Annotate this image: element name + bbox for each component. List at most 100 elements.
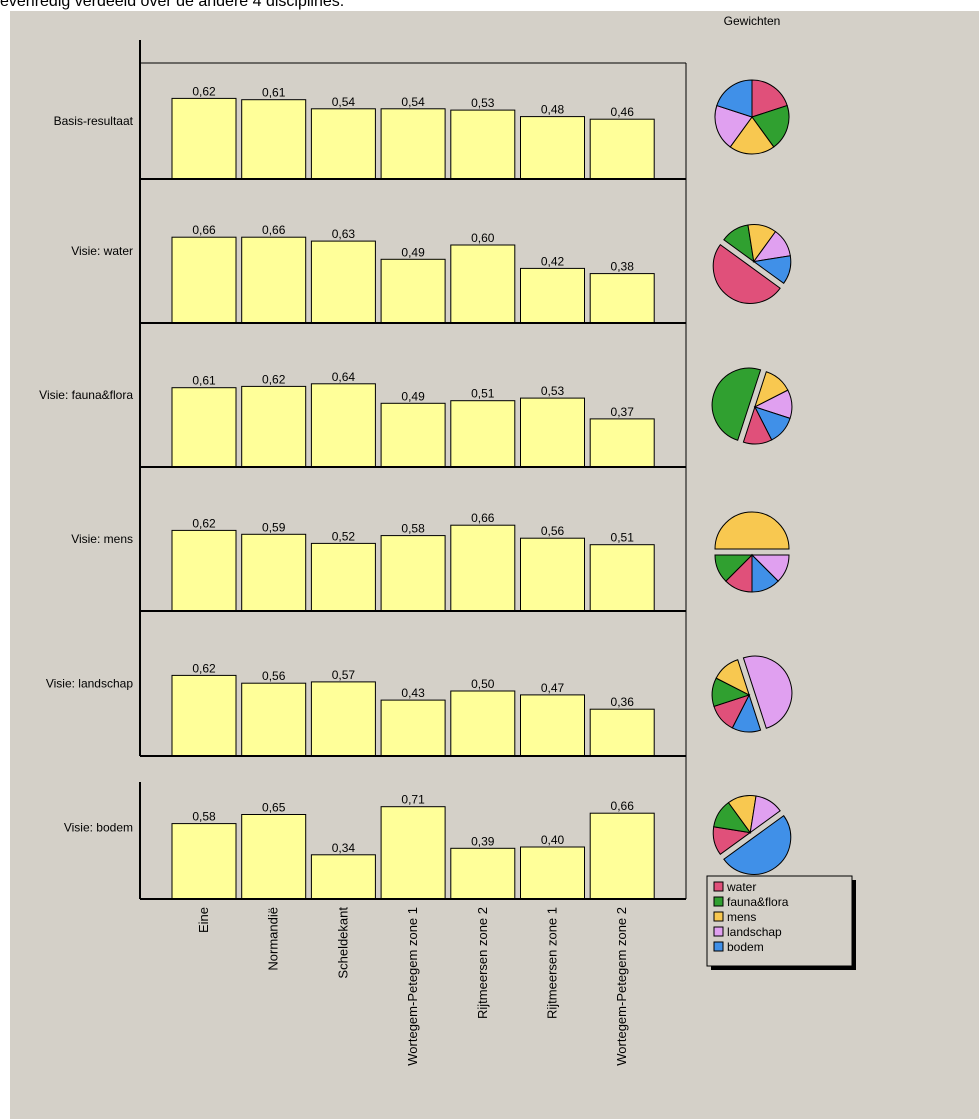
- pie-slice-landschap: [742, 655, 793, 729]
- weights-pie-4: [711, 655, 793, 733]
- data-label: 0,56: [541, 524, 565, 538]
- bar: [520, 846, 585, 900]
- panel-label: Visie: landschap: [46, 677, 133, 691]
- data-label: 0,63: [332, 227, 356, 241]
- bar: [241, 533, 307, 612]
- data-label: 0,58: [192, 810, 216, 824]
- pie-slice-fauna-flora: [711, 367, 762, 441]
- pie-slice-landschap: [714, 104, 753, 148]
- bar: [310, 854, 376, 900]
- panel-5: Visie: bodem 0,58 0,65 0,34 0,71 0,39 0,40 0,66: [64, 793, 686, 900]
- category-label: Rijtmeersen zone 1: [545, 907, 560, 1019]
- bar: [520, 267, 585, 324]
- bar: [589, 418, 655, 468]
- bar: [380, 806, 446, 900]
- data-label: 0,53: [541, 384, 565, 398]
- panel-4: Visie: landschap 0,62 0,56 0,57 0,43 0,50 0,47…: [46, 661, 686, 757]
- data-label: 0,36: [611, 695, 635, 709]
- bar: [241, 814, 307, 900]
- pie-slice-mens: [714, 511, 790, 550]
- weights-pie-2: [711, 367, 793, 445]
- bar: [310, 542, 376, 612]
- weights-pie-0: [714, 79, 790, 155]
- data-label: 0,62: [262, 372, 286, 386]
- data-label: 0,59: [262, 520, 286, 534]
- legend-swatch: [713, 881, 724, 892]
- bar: [310, 681, 376, 757]
- pie-slice-water: [742, 405, 773, 445]
- bar: [310, 108, 376, 180]
- data-label: 0,34: [332, 841, 356, 855]
- category-label: Wortegem-Petegem zone 2: [614, 907, 629, 1066]
- legend-box: [706, 875, 853, 967]
- panel-1: Visie: water 0,66 0,66 0,63 0,49 0,60 0,42 0,38: [71, 223, 686, 324]
- data-label: 0,46: [611, 105, 635, 119]
- pie-slice-mens: [715, 659, 750, 696]
- bar: [171, 674, 237, 757]
- bar: [450, 690, 516, 757]
- data-label: 0,42: [541, 254, 565, 268]
- data-label: 0,61: [192, 374, 216, 388]
- bar: [171, 529, 237, 612]
- bar: [171, 97, 237, 180]
- bar: [241, 99, 307, 180]
- bar: [380, 402, 446, 468]
- bar: [450, 109, 516, 180]
- data-label: 0,66: [262, 223, 286, 237]
- bar: [589, 273, 655, 324]
- category-label: Wortegem-Petegem zone 1: [405, 907, 420, 1066]
- panel-label: Visie: water: [71, 244, 133, 258]
- legend-entry: mens: [727, 910, 756, 924]
- category-label: Rijtmeersen zone 2: [475, 907, 490, 1019]
- bar: [380, 258, 446, 324]
- panel-label: Visie: bodem: [64, 821, 133, 835]
- data-label: 0,62: [192, 84, 216, 98]
- data-label: 0,54: [401, 95, 425, 109]
- bar: [380, 535, 446, 612]
- bar: [450, 244, 516, 324]
- data-label: 0,71: [401, 793, 425, 807]
- data-label: 0,52: [332, 529, 356, 543]
- legend-swatch: [713, 926, 724, 937]
- data-label: 0,57: [332, 668, 356, 682]
- data-label: 0,65: [262, 801, 286, 815]
- bar: [589, 708, 655, 757]
- data-label: 0,51: [611, 531, 635, 545]
- bar: [171, 387, 237, 468]
- data-label: 0,47: [541, 681, 565, 695]
- bar: [520, 694, 585, 757]
- panel-3: Visie: mens 0,62 0,59 0,52 0,58 0,66 0,56 0,51: [71, 511, 686, 612]
- category-label: Scheldekant: [335, 907, 350, 979]
- data-label: 0,43: [401, 686, 425, 700]
- data-label: 0,61: [262, 86, 286, 100]
- data-label: 0,49: [401, 245, 425, 259]
- legend-entry: bodem: [727, 940, 764, 954]
- weights-pie-1: [712, 224, 792, 304]
- pie-slice-water: [751, 79, 788, 118]
- data-label: 0,38: [611, 260, 635, 274]
- legend-swatch: [713, 911, 724, 922]
- data-label: 0,37: [611, 405, 635, 419]
- legend-entry: fauna&flora: [727, 895, 789, 909]
- data-label: 0,54: [332, 95, 356, 109]
- pie-slice-bodem: [716, 79, 753, 118]
- pie-slice-fauna-flora: [714, 554, 754, 582]
- data-label: 0,58: [401, 522, 425, 536]
- caption-text: evenredig verdeeld over de andere 4 disc…: [0, 0, 345, 10]
- legend-entry: water: [726, 880, 756, 894]
- bar: [241, 682, 307, 757]
- panel-label: Visie: fauna&flora: [39, 388, 133, 402]
- data-label: 0,66: [192, 223, 216, 237]
- pie-slice-bodem: [752, 255, 792, 285]
- pie-slice-bodem: [723, 814, 792, 875]
- data-label: 0,64: [332, 370, 356, 384]
- data-label: 0,60: [471, 231, 495, 245]
- pie-slice-water: [712, 243, 781, 304]
- data-label: 0,40: [541, 833, 565, 847]
- bar: [589, 544, 655, 612]
- pie-slice-mens: [729, 116, 775, 155]
- legend-entry: landschap: [727, 925, 782, 939]
- panel-2: Visie: fauna&flora 0,61 0,62 0,64 0,49 0,51 0,…: [39, 370, 686, 468]
- bar: [310, 383, 376, 468]
